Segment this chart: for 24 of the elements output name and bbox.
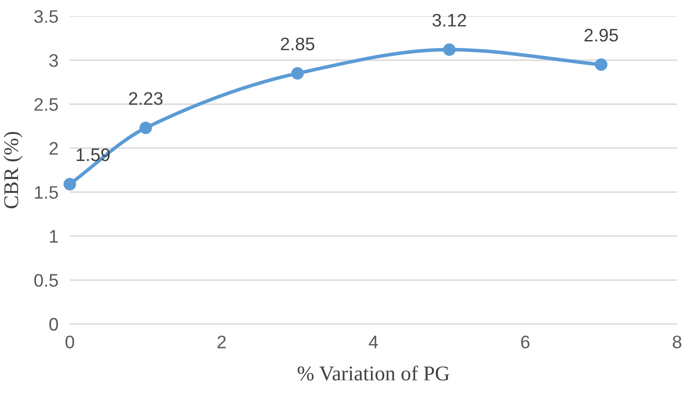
x-tick-label: 0 [65,336,74,348]
y-tick-label: 3 [49,54,58,67]
point [291,67,304,80]
data-label: 2.23 [129,92,162,105]
y-axis-title: CBR (%) [4,132,22,208]
x-tick-label: 4 [368,336,378,348]
x-tick-label: 8 [672,336,682,348]
y-tick-label: 3.5 [34,10,58,23]
y-tick-label: 1.5 [34,186,58,199]
point [443,43,456,56]
y-tick-label: 1 [50,230,58,243]
point [594,58,608,71]
point [139,122,152,134]
y-tick-label: 0 [49,318,58,331]
x-tick-label: 2 [218,336,226,348]
x-axis-title: % Variation of PG [298,366,450,381]
data-label: 3.12 [432,14,466,27]
point [64,178,76,190]
y-tick-label: 0.5 [34,274,58,287]
data-label: 2.85 [280,38,314,50]
y-tick-label: 2 [50,142,58,155]
x-tick-label: 6 [521,336,530,348]
y-tick-label: 2.5 [34,98,58,111]
data-label: 2.95 [584,28,618,42]
